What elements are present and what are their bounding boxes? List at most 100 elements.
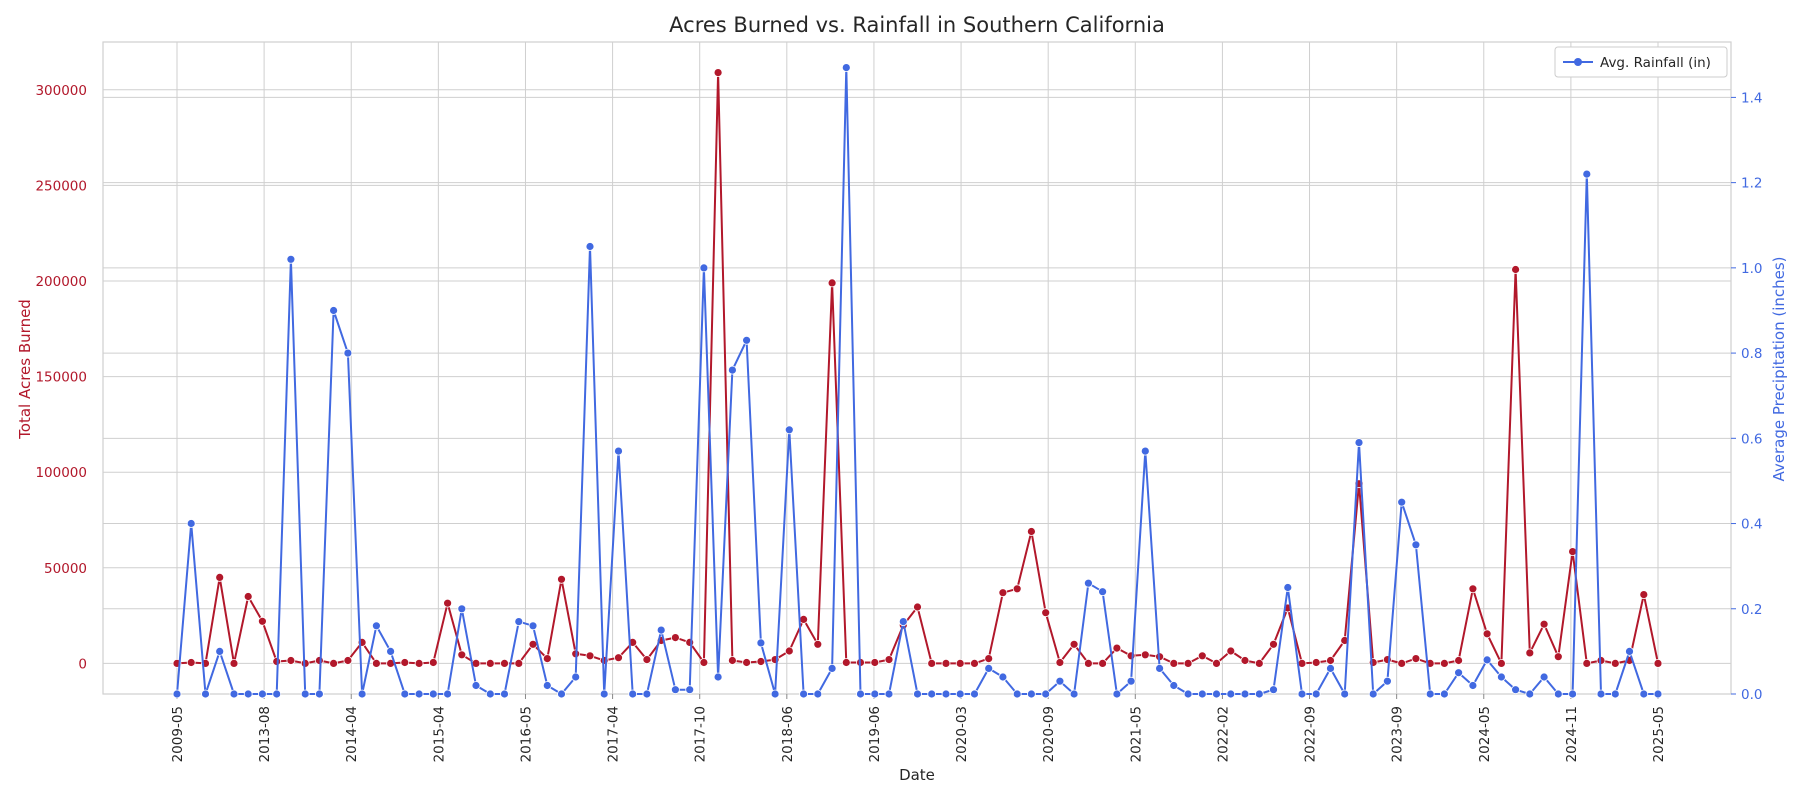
acres-burned-point [742,658,751,667]
rainfall-point [1126,676,1136,686]
rainfall-point [614,446,623,456]
rainfall-point [1525,689,1535,699]
acres-burned-point [443,598,453,608]
acres-burned-point [428,658,438,667]
rainfall-point [728,365,737,375]
right-y-tick-label: 0.2 [1741,602,1762,618]
x-tick-label: 2014-04 [344,706,360,762]
acres-burned-point [500,659,509,668]
acres-burned-point [1468,584,1478,594]
rainfall-point [1568,689,1577,699]
acres-burned-point [671,633,680,642]
right-y-tick-label: 0.4 [1741,517,1762,533]
rainfall-point [542,681,552,690]
rainfall-point [443,689,453,699]
rainfall-point [1311,689,1321,699]
acres-burned-point [1226,646,1236,656]
right-y-tick-label: 1.0 [1741,261,1762,277]
rainfall-point [371,621,381,631]
acres-burned-point [1212,659,1221,668]
acres-burned-point [1639,590,1649,599]
acres-burned-point [1269,639,1278,649]
acres-burned-point [614,653,623,663]
acres-burned-point [1069,639,1079,649]
rainfall-point [1140,446,1150,456]
rainfall-point [1027,689,1036,699]
rainfall-point [841,63,851,72]
x-tick-label: 2009-05 [170,706,186,762]
rainfall-point [201,689,210,699]
rainfall-point [1440,689,1449,699]
acres-burned-point [1041,608,1051,618]
acres-burned-point [1525,648,1535,658]
acres-burned-point [713,68,723,77]
acres-burned-point [1454,656,1463,665]
acres-burned-point [1254,659,1264,668]
rainfall-point [784,425,794,435]
acres-burned-point [329,659,339,668]
left-y-tick-label: 0 [78,656,87,672]
rainfall-point [1354,438,1364,448]
acres-burned-point [1055,658,1065,667]
acres-burned-point [799,615,808,624]
right-y-tick-label: 0.6 [1741,431,1762,447]
acres-burned-point [1140,650,1150,660]
acres-burned-point [1397,659,1407,668]
right-y-axis-ticks: 0.0 0.2 0.4 0.6 0.8 1.0 1.2 1.4 [1731,90,1762,703]
gridlines [103,42,1731,695]
legend: Avg. Rainfall (in) [1554,46,1728,78]
rainfall-point [215,647,225,656]
rainfall-point [1411,540,1421,550]
rainfall-point [1297,689,1307,699]
x-tick-label: 2023-09 [1390,706,1406,762]
rainfall-point [1468,681,1478,690]
legend-point-marker [1574,58,1582,66]
rainfall-point [699,263,709,273]
acres-burned-point [1440,659,1449,668]
rainfall-point [528,621,538,631]
rainfall-point [628,689,638,699]
acres-burned-point [1610,659,1620,668]
rainfall-point [870,689,880,699]
rainfall-point [414,689,424,699]
acres-burned-point [243,592,253,601]
x-axis-label: Date [899,766,935,784]
rainfall-point [1482,655,1492,665]
legend-box [1554,46,1728,78]
left-y-tick-label: 150000 [35,370,87,386]
rainfall-point [343,348,353,358]
acres-burned-point [841,658,851,667]
acres-burned-point [485,659,495,668]
right-y-axis-label: Average Precipitation (inches) [1770,256,1788,481]
rainfall-point [314,689,324,699]
acres-burned-point [685,638,695,647]
acres-burned-point [1553,652,1563,662]
acres-burned-point [1539,619,1549,629]
rainfall-point [1112,689,1122,699]
acres-burned-point [1012,584,1022,594]
rainfall-point [1055,676,1065,686]
acres-burned-point [1084,659,1093,668]
left-y-tick-label: 200000 [35,274,87,290]
acres-burned-point [970,659,979,668]
rainfall-point [970,689,979,699]
acres-burned-point [186,658,196,667]
left-y-axis-label: Total Acres Burned [16,299,34,440]
acres-burned-point [756,657,766,666]
rainfall-point [329,306,339,315]
acres-burned-point [457,650,467,660]
left-y-axis-ticks: 0 50000 100000 150000 200000 250000 300000 [35,83,87,673]
acres-burned-point [1497,659,1506,668]
rainfall-point [898,617,908,626]
acres-burned-point [314,656,324,665]
acres-burned-series [172,68,1663,668]
rainfall-point [1383,676,1392,686]
rainfall-point [1212,689,1221,699]
acres-burned-point [1653,659,1663,668]
rainfall-point [1497,672,1506,682]
chart-title: Acres Burned vs. Rainfall in Southern Ca… [669,13,1165,37]
rainfall-point [642,689,652,699]
acres-burned-point [784,646,794,656]
acres-burned-point [414,659,424,668]
